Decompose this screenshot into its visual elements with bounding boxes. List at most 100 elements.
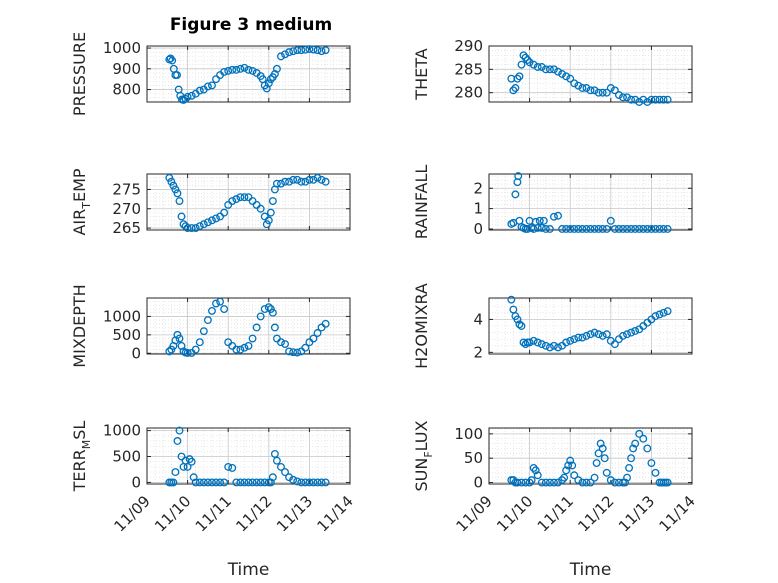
data-point xyxy=(619,225,627,233)
data-point xyxy=(509,476,518,485)
data-point xyxy=(264,79,273,88)
data-point xyxy=(309,45,318,54)
data-point xyxy=(195,86,204,95)
data-point xyxy=(289,175,298,184)
data-point xyxy=(281,340,289,349)
data-point xyxy=(224,66,233,75)
y-tick-label: 280 xyxy=(454,84,483,102)
y-tick-label: 270 xyxy=(112,200,141,218)
data-point xyxy=(264,303,273,312)
x-tick-label: 11/09 xyxy=(453,492,496,535)
data-point xyxy=(208,216,216,225)
data-point xyxy=(212,75,220,84)
data-point xyxy=(171,468,180,477)
data-point xyxy=(252,478,261,487)
data-point xyxy=(224,462,233,471)
data-point xyxy=(647,459,656,468)
data-point xyxy=(199,220,208,229)
data-point xyxy=(169,478,178,487)
data-point xyxy=(173,189,182,198)
data-point xyxy=(305,45,314,54)
data-point xyxy=(289,47,298,56)
data-point xyxy=(277,179,285,188)
data-point xyxy=(301,177,310,186)
data-point xyxy=(566,336,575,345)
data-point xyxy=(244,341,253,350)
data-point xyxy=(541,341,550,350)
data-point xyxy=(165,173,174,182)
data-point xyxy=(562,338,571,347)
data-point xyxy=(655,225,664,233)
data-point xyxy=(621,478,629,487)
data-point xyxy=(623,93,631,102)
data-point xyxy=(635,429,644,438)
y-tick-label: 50 xyxy=(464,449,483,467)
data-point xyxy=(533,224,542,232)
x-tick-label: 11/12 xyxy=(574,492,617,535)
data-point xyxy=(531,466,540,475)
data-point xyxy=(659,308,668,317)
y-tick-label: 800 xyxy=(112,81,141,99)
data-point xyxy=(566,225,575,233)
y-tick-label: 0 xyxy=(131,473,141,491)
axes-box xyxy=(488,173,693,231)
data-point xyxy=(663,95,672,104)
data-point xyxy=(537,224,546,232)
data-point xyxy=(623,330,631,339)
data-point xyxy=(586,225,595,233)
data-point xyxy=(187,91,196,100)
data-point xyxy=(533,471,542,480)
data-point xyxy=(602,330,611,339)
data-point xyxy=(195,478,204,487)
x-tick-label: 11/13 xyxy=(615,492,658,535)
data-point xyxy=(590,473,599,482)
plot-area xyxy=(147,298,350,354)
data-point xyxy=(586,330,595,339)
plot-area xyxy=(147,428,350,484)
data-point xyxy=(309,478,318,487)
data-point xyxy=(606,84,615,92)
data-point xyxy=(590,225,599,233)
data-point xyxy=(305,478,314,487)
data-point xyxy=(270,70,279,78)
x-tick-label: 11/14 xyxy=(656,492,699,535)
data-point xyxy=(511,190,520,199)
data-point xyxy=(266,75,275,84)
axes-box xyxy=(146,173,351,231)
subplot-theta: 280 285 290 THETA xyxy=(412,37,693,106)
y-tick-label: 285 xyxy=(454,60,483,78)
y-axis-label: THETA xyxy=(412,48,431,100)
data-point xyxy=(297,478,306,487)
data-point xyxy=(545,343,554,352)
x-tick-label: 11/10 xyxy=(493,492,536,535)
y-tick-label: 4 xyxy=(473,310,483,328)
data-point xyxy=(574,476,583,485)
data-point xyxy=(590,86,599,95)
data-point xyxy=(256,204,265,213)
data-point xyxy=(256,478,265,487)
data-point xyxy=(655,310,664,319)
data-point xyxy=(220,478,229,487)
data-point xyxy=(663,478,672,487)
data-point xyxy=(570,225,579,233)
data-point xyxy=(554,343,562,352)
x-tick-label: 11/09 xyxy=(111,492,154,535)
data-point xyxy=(212,478,220,487)
data-point xyxy=(535,216,544,225)
data-point xyxy=(297,46,306,55)
data-point xyxy=(232,195,241,204)
y-axis-label: SUNFLUX xyxy=(412,420,435,491)
data-point xyxy=(236,193,245,202)
y-axis-label: AIRTEMP xyxy=(70,168,93,235)
data-point xyxy=(570,335,579,344)
data-point xyxy=(582,478,591,487)
data-point xyxy=(208,478,216,487)
data-point xyxy=(659,95,668,104)
subplot-h2omixra: 2 4 H2OMIXRA xyxy=(412,283,693,369)
data-point xyxy=(647,95,656,104)
data-point xyxy=(236,64,245,73)
data-point xyxy=(301,478,310,487)
data-point xyxy=(293,477,302,486)
data-point xyxy=(511,84,520,92)
data-point xyxy=(598,225,607,233)
